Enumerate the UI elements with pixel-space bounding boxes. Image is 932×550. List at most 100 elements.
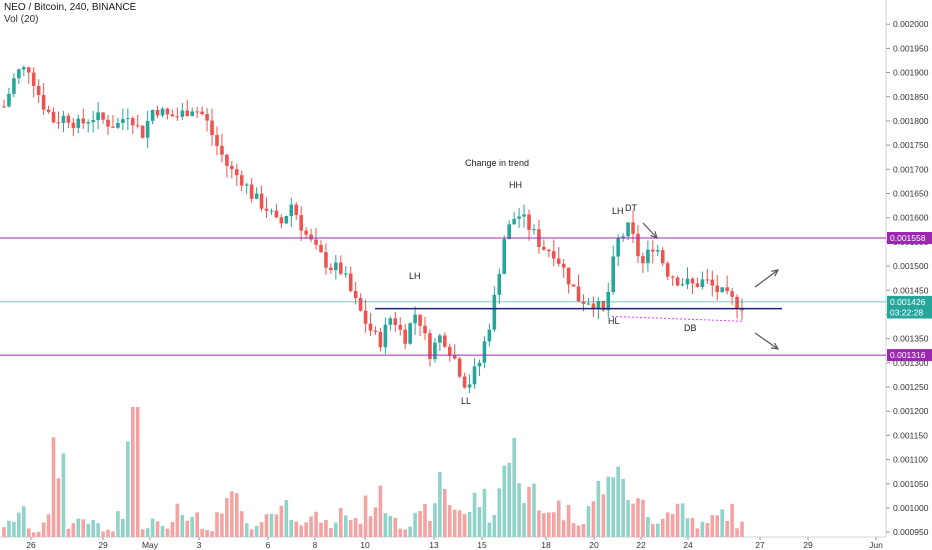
candle-body xyxy=(130,118,135,126)
volume-bar xyxy=(542,513,546,537)
y-tick-label: 0.001350 xyxy=(893,334,929,344)
candle-body xyxy=(621,236,625,238)
x-tick-label: 26 xyxy=(26,540,36,550)
volume-bar xyxy=(393,517,398,537)
volume-bar xyxy=(715,515,720,537)
volume-bar xyxy=(482,488,487,537)
volume-bar xyxy=(408,526,412,537)
candle-body xyxy=(22,67,26,70)
volume-bar xyxy=(720,509,724,537)
candle-body xyxy=(61,115,66,124)
candle-body xyxy=(274,210,279,218)
volume-bar xyxy=(636,498,640,537)
candle-body xyxy=(289,204,294,217)
candle-body xyxy=(254,193,259,199)
volume-bar xyxy=(259,522,264,537)
price-label-bg xyxy=(887,306,932,319)
volume-bar xyxy=(611,477,616,537)
y-tick-label: 0.001050 xyxy=(893,479,929,489)
volume-bar xyxy=(373,507,378,537)
horizontal-levels[interactable] xyxy=(0,237,886,356)
volume-bar xyxy=(576,525,581,537)
volume-bar xyxy=(537,510,541,537)
volume-bar xyxy=(690,517,695,537)
volume-bar xyxy=(641,499,645,537)
volume-bar xyxy=(532,483,536,537)
price-label: 0.001558 xyxy=(887,232,932,245)
x-tick-label: 29 xyxy=(803,540,813,550)
dt-arrow-icon xyxy=(642,222,658,240)
candle-body xyxy=(428,333,432,360)
candle-body xyxy=(165,108,170,115)
volume-bar xyxy=(368,516,373,537)
volume-bar xyxy=(685,518,690,537)
candle-body xyxy=(249,184,254,199)
volume-bar xyxy=(487,522,492,537)
candle-body xyxy=(170,114,175,117)
candle-body xyxy=(66,115,71,123)
volume-bar xyxy=(66,528,71,537)
candle-body xyxy=(140,125,145,138)
volume-bar xyxy=(428,520,432,537)
volume-bar xyxy=(547,512,551,537)
annotation-label: DB xyxy=(684,323,697,333)
annotation-label: DT xyxy=(625,203,637,213)
volume-bar xyxy=(150,518,155,537)
x-tick-label: 8 xyxy=(313,540,318,550)
time-axis[interactable]: 26 29 May 3 6 8 10 13 15 18 20 22 24 27 29 Jun xyxy=(26,537,883,550)
candle-body xyxy=(651,249,655,252)
arrow-head xyxy=(770,342,780,350)
x-tick-label: 20 xyxy=(589,540,599,550)
candle-body xyxy=(31,72,36,86)
candle-body xyxy=(497,273,502,295)
candle-body xyxy=(195,111,199,113)
volume-bar xyxy=(670,514,675,537)
candle-body xyxy=(319,244,323,253)
volume-bar xyxy=(710,515,715,537)
volume-bar xyxy=(274,514,279,537)
volume-bar xyxy=(299,525,303,537)
candle-body xyxy=(17,69,21,79)
volume-bar xyxy=(121,518,125,537)
price-label-text: 0.001316 xyxy=(890,350,926,360)
price-label-bg xyxy=(887,295,932,308)
candle-body xyxy=(527,214,531,230)
candle-body xyxy=(571,284,576,287)
candle-body xyxy=(264,208,269,211)
candle-body xyxy=(239,175,244,186)
candle-body xyxy=(685,278,690,285)
volume-bar xyxy=(180,514,185,537)
volume-bar xyxy=(36,531,41,537)
volume-bar xyxy=(680,503,685,537)
candle-body xyxy=(670,276,675,278)
candle-body xyxy=(447,346,452,356)
volume-bar xyxy=(205,529,209,537)
candle-body xyxy=(116,122,120,128)
y-tick-label: 0.001800 xyxy=(893,116,929,126)
volume-bar xyxy=(601,494,606,537)
x-tick-label: 29 xyxy=(98,540,108,550)
price-axis[interactable]: 0.002000 0.001950 0.001900 0.001850 0.001800… xyxy=(886,19,932,537)
candle-body xyxy=(388,318,393,325)
candle-body xyxy=(358,297,363,311)
candle-body xyxy=(299,215,303,231)
candle-body xyxy=(269,210,274,212)
candle-body xyxy=(383,324,388,348)
volume-bar xyxy=(403,529,407,537)
volume-bar xyxy=(12,521,16,537)
candle-body xyxy=(200,111,204,115)
candle-body xyxy=(660,250,665,264)
volume-bar xyxy=(284,500,289,537)
volume-bar xyxy=(2,527,6,537)
candle-body xyxy=(314,239,318,245)
volume-bar xyxy=(76,518,81,537)
candle-body xyxy=(81,118,86,124)
candle-body xyxy=(393,318,398,326)
y-tick-label: 0.001850 xyxy=(893,92,929,102)
candle-body xyxy=(740,308,744,311)
candle-body xyxy=(641,256,645,264)
candle-body xyxy=(522,214,526,217)
y-tick-label: 0.001100 xyxy=(893,455,928,465)
candle-body xyxy=(596,300,601,309)
